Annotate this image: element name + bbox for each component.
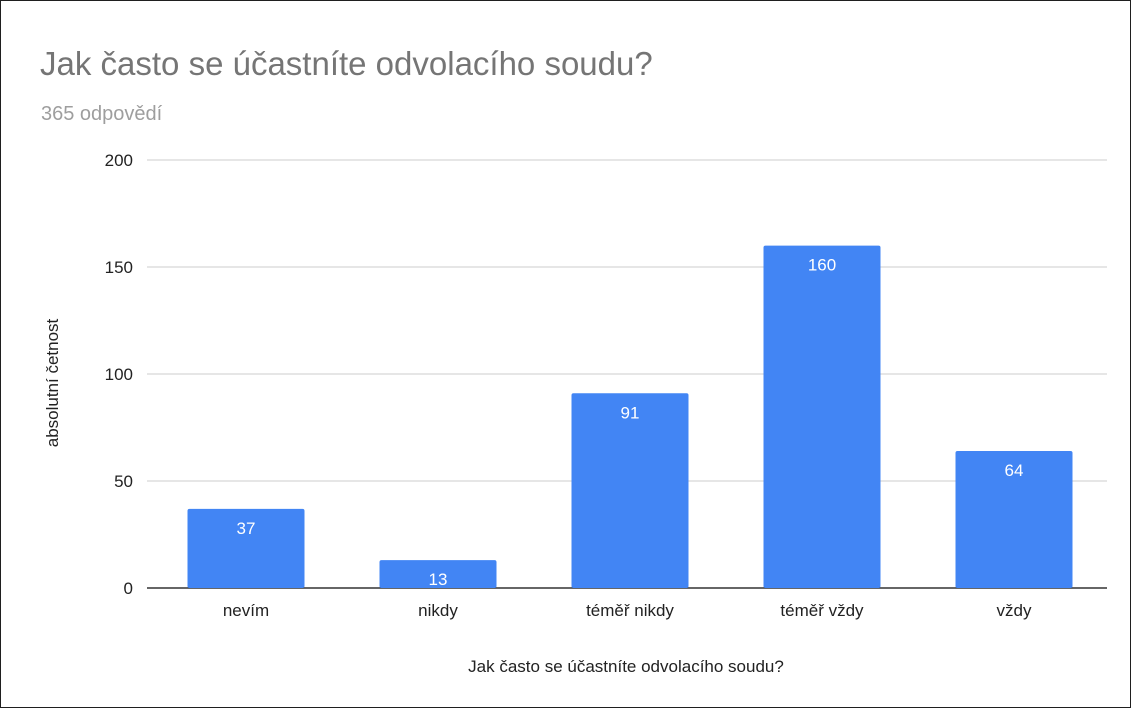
y-tick-label: 100	[105, 365, 133, 384]
x-axis-ticks: nevím nikdy téměř nikdy téměř vždy vždy	[223, 601, 1032, 620]
bar-value-label: 13	[429, 570, 448, 589]
x-tick-label: téměř vždy	[780, 601, 864, 620]
y-axis-title: absolutní četnost	[43, 318, 62, 447]
y-tick-label: 150	[105, 258, 133, 277]
y-axis-ticks: 0 50 100 150 200	[105, 151, 133, 598]
x-tick-label: téměř nikdy	[586, 601, 674, 620]
x-tick-label: nikdy	[418, 601, 458, 620]
bar	[763, 245, 881, 588]
bar-value-label: 160	[808, 256, 836, 275]
bar	[571, 393, 689, 588]
bar	[955, 451, 1073, 588]
x-axis-title: Jak často se účastníte odvolacího soudu?	[468, 657, 784, 676]
bar-value-label: 91	[621, 403, 640, 422]
data-labels: 37 13 91 160 64	[237, 256, 1024, 590]
bar-value-label: 37	[237, 519, 256, 538]
x-tick-label: vždy	[997, 601, 1032, 620]
bars	[187, 245, 1073, 588]
y-tick-label: 200	[105, 151, 133, 170]
bar-value-label: 64	[1005, 461, 1024, 480]
gridlines	[147, 159, 1107, 589]
y-tick-label: 50	[114, 472, 133, 491]
chart-title: Jak často se účastníte odvolacího soudu?	[40, 45, 653, 82]
bar	[187, 508, 305, 588]
bar	[379, 560, 497, 588]
chart-subtitle: 365 odpovědí	[41, 103, 163, 125]
y-tick-label: 0	[124, 579, 133, 598]
x-tick-label: nevím	[223, 601, 269, 620]
